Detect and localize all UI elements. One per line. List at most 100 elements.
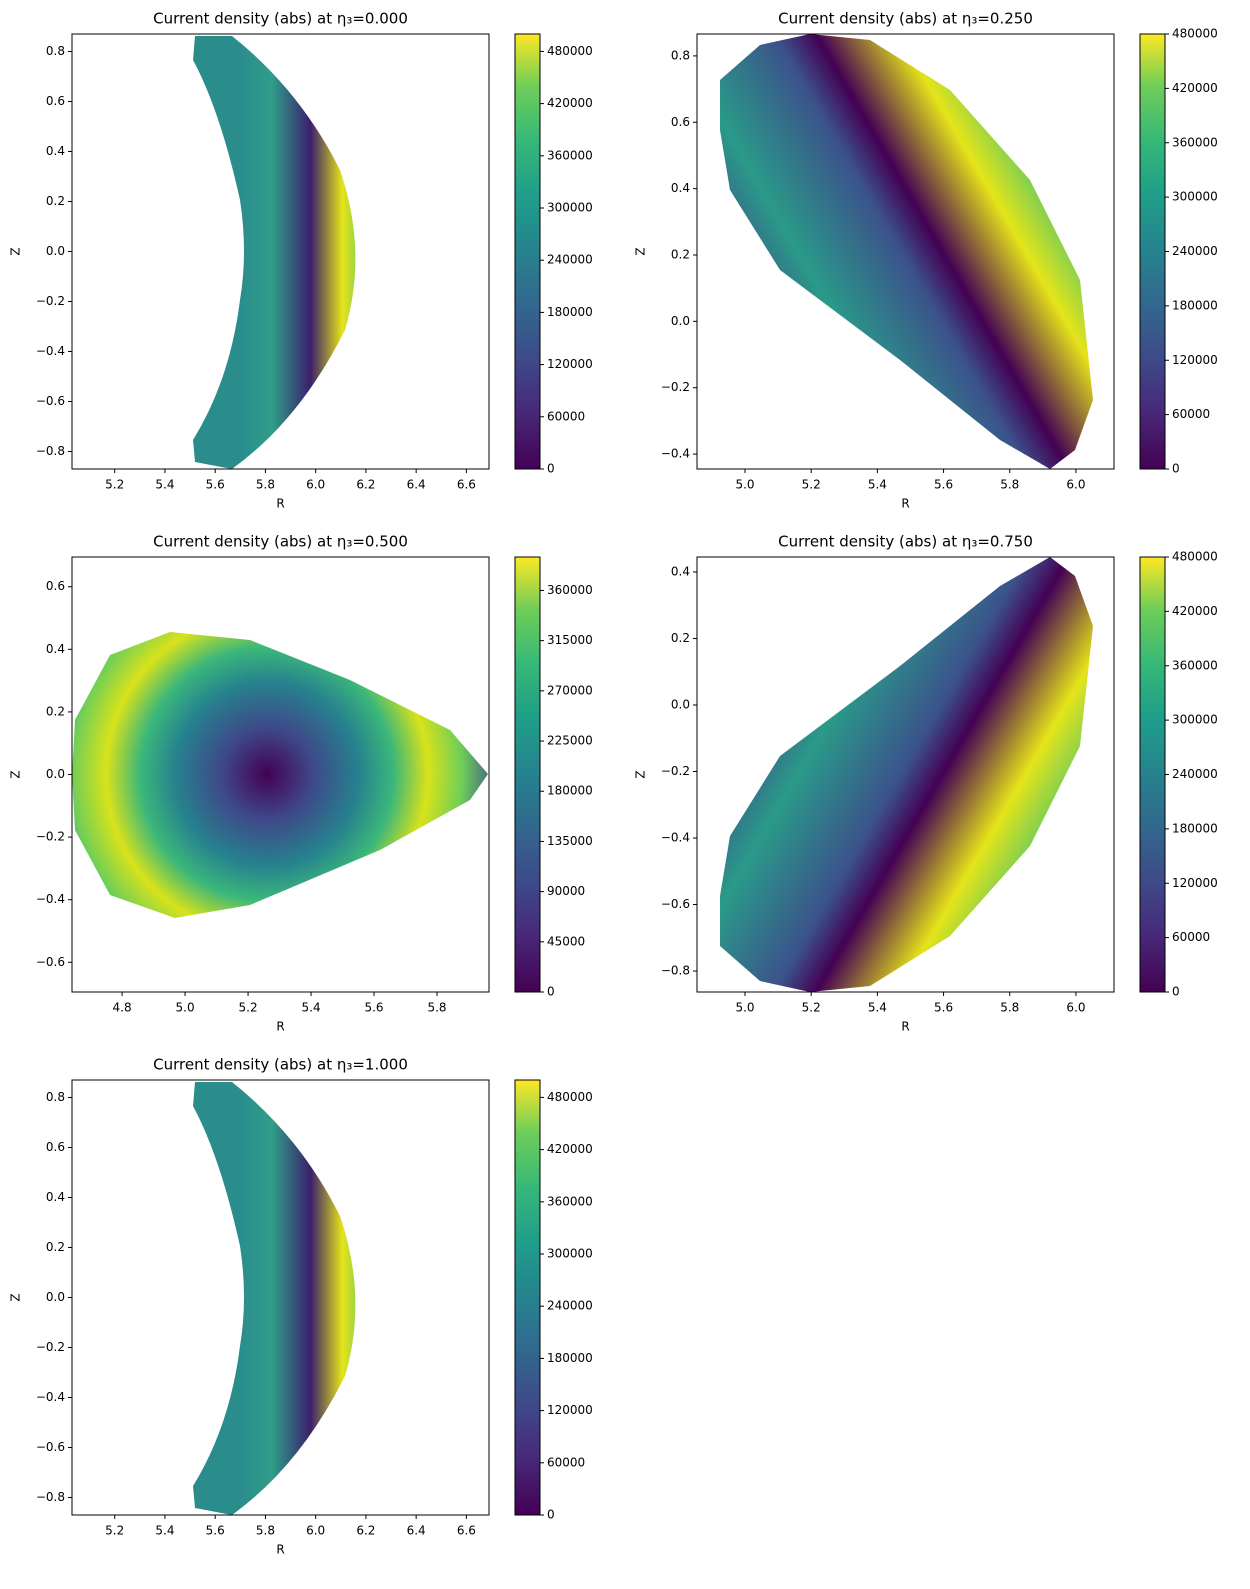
colorbar [514, 33, 541, 470]
y-tick-label: −0.6 [36, 394, 65, 408]
colorbar-tick-label: 300000 [547, 1247, 593, 1261]
x-label: R [901, 1020, 909, 1034]
field [193, 36, 356, 469]
title: Current density (abs) at η₃=1.000 [153, 1056, 408, 1074]
y-tick-label: 0.6 [46, 579, 65, 593]
x-tick-label: 5.8 [1000, 1001, 1019, 1015]
y-tick-label: −0.2 [36, 294, 65, 308]
colorbar-tick-label: 360000 [547, 1194, 593, 1208]
x-tick-label: 5.8 [427, 1001, 446, 1015]
x-tick-label: 5.2 [802, 478, 821, 492]
x-tick-label: 5.4 [868, 478, 887, 492]
y-tick-label: −0.4 [36, 1390, 65, 1404]
x-tick-label: 6.2 [356, 1524, 375, 1538]
colorbar-tick-label: 240000 [1172, 244, 1218, 258]
y-tick-label: 0.8 [46, 44, 65, 58]
colorbar [1139, 556, 1166, 993]
colorbar-tick-label: 360000 [547, 148, 593, 162]
colorbar-tick-label: 60000 [1172, 930, 1210, 944]
colorbar-tick-label: 420000 [1172, 604, 1218, 618]
x-tick-label: 5.6 [364, 1001, 383, 1015]
colorbar-tick-label: 0 [547, 985, 555, 999]
y-tick-label: 0.4 [46, 144, 65, 158]
colorbar-tick-label: 180000 [1172, 821, 1218, 835]
x-tick-label: 5.4 [155, 1524, 174, 1538]
y-tick-label: 0.2 [46, 194, 65, 208]
x-tick-label: 5.0 [735, 1001, 754, 1015]
y-tick-label: −0.6 [36, 955, 65, 969]
x-tick-label: 5.8 [256, 478, 275, 492]
y-tick-label: 0.0 [46, 244, 65, 258]
x-tick-label: 6.0 [306, 478, 325, 492]
colorbar-tick-label: 240000 [547, 253, 593, 267]
colorbar-tick-label: 120000 [547, 357, 593, 371]
y-tick-label: −0.8 [36, 444, 65, 458]
x-tick-label: 5.6 [206, 1524, 225, 1538]
axes-frame [696, 33, 1115, 470]
x-tick-label: 5.4 [155, 478, 174, 492]
colorbar-tick-label: 480000 [1172, 550, 1218, 564]
colorbar-tick-label: 420000 [547, 1142, 593, 1156]
y-tick-label: 0.2 [46, 704, 65, 718]
x-tick-label: 5.8 [1000, 478, 1019, 492]
colorbar-tick-label: 90000 [547, 884, 585, 898]
colorbar [1139, 33, 1166, 470]
x-label: R [901, 497, 909, 511]
y-tick-label: −0.8 [36, 1490, 65, 1504]
y-tick-label: −0.2 [36, 1340, 65, 1354]
y-label: Z [634, 770, 648, 778]
y-tick-label: 0.0 [671, 697, 690, 711]
colorbar-tick-label: 0 [1172, 985, 1180, 999]
colorbar-tick-label: 300000 [1172, 190, 1218, 204]
y-tick-label: 0.6 [46, 1140, 65, 1154]
colorbar-tick-label: 480000 [547, 44, 593, 58]
x-tick-label: 5.2 [105, 478, 124, 492]
y-tick-label: 0.4 [671, 181, 690, 195]
x-tick-label: 5.2 [802, 1001, 821, 1015]
colorbar-tick-label: 420000 [1172, 81, 1218, 95]
colorbar-tick-label: 300000 [1172, 713, 1218, 727]
colorbar-tick-label: 45000 [547, 934, 585, 948]
y-tick-label: 0.4 [46, 642, 65, 656]
y-tick-label: −0.2 [661, 764, 690, 778]
colorbar-tick-label: 180000 [547, 1351, 593, 1365]
title: Current density (abs) at η₃=0.500 [153, 533, 408, 551]
y-tick-label: 0.8 [671, 48, 690, 62]
colorbar-tick-label: 315000 [547, 633, 593, 647]
colorbar-tick-label: 0 [547, 462, 555, 476]
field [72, 632, 488, 918]
y-tick-label: −0.4 [661, 447, 690, 461]
y-tick-label: −0.2 [661, 380, 690, 394]
colorbar-tick-label: 120000 [547, 1403, 593, 1417]
title: Current density (abs) at η₃=0.250 [778, 10, 1033, 28]
y-tick-label: 0.8 [46, 1090, 65, 1104]
colorbar-tick-label: 360000 [1172, 135, 1218, 149]
y-label: Z [634, 247, 648, 255]
y-tick-label: 0.6 [671, 115, 690, 129]
x-tick-label: 5.4 [868, 1001, 887, 1015]
x-tick-label: 5.8 [256, 1524, 275, 1538]
colorbar-tick-label: 60000 [1172, 407, 1210, 421]
colorbar-tick-label: 180000 [547, 305, 593, 319]
colorbar-tick-label: 120000 [1172, 353, 1218, 367]
field [720, 557, 1093, 992]
x-tick-label: 6.4 [407, 478, 426, 492]
x-tick-label: 4.8 [113, 1001, 132, 1015]
colorbar-tick-label: 180000 [547, 784, 593, 798]
y-tick-label: −0.8 [661, 964, 690, 978]
x-label: R [276, 1020, 284, 1034]
x-label: R [276, 497, 284, 511]
y-tick-label: 0.0 [46, 767, 65, 781]
colorbar-tick-label: 480000 [547, 1090, 593, 1104]
y-tick-label: 0.2 [671, 631, 690, 645]
colorbar-tick-label: 180000 [1172, 298, 1218, 312]
x-tick-label: 6.6 [457, 1524, 476, 1538]
y-tick-label: −0.4 [661, 831, 690, 845]
colorbar-tick-label: 0 [1172, 462, 1180, 476]
x-tick-label: 5.4 [302, 1001, 321, 1015]
y-tick-label: −0.6 [661, 897, 690, 911]
y-tick-label: 0.4 [46, 1190, 65, 1204]
x-tick-label: 5.2 [239, 1001, 258, 1015]
y-tick-label: −0.6 [36, 1440, 65, 1454]
